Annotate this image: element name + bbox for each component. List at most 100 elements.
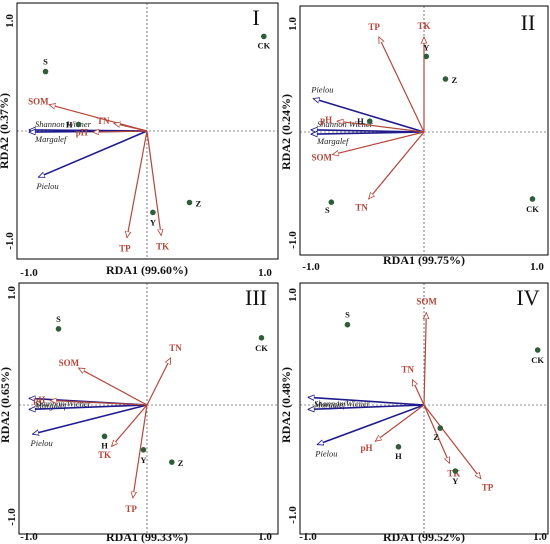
site-label: Y — [423, 42, 429, 52]
y-tick-label: 1.0 — [287, 288, 299, 302]
site-label: H — [357, 116, 364, 126]
diversity-vector-label: Margalef — [313, 399, 347, 409]
diversity-vector — [308, 404, 425, 409]
x-tick-label: 1.0 — [258, 531, 272, 543]
y-axis-title: RDA2 (0.37%) — [0, 93, 11, 169]
site-label: H — [395, 451, 402, 461]
environment-vector — [146, 130, 161, 236]
site-label: S — [43, 57, 48, 67]
diversity-vector-label: Shannon Wiener — [35, 119, 92, 129]
site-point — [366, 118, 373, 124]
panel-III: III RDA1 (99.33%) RDA2 (0.65%) -1.0 1.0 1.0 -1… — [0, 282, 279, 544]
environment-vector — [79, 367, 148, 406]
y-axis-title: RDA2 (0.24%) — [279, 94, 293, 170]
diversity-vector-label: Margalef — [316, 136, 350, 146]
environment-vector — [378, 37, 425, 133]
site-point — [529, 196, 536, 202]
site-point — [186, 199, 193, 206]
site-label: Z — [195, 199, 201, 209]
environment-vector-label: TN — [402, 365, 415, 375]
site-label: Y — [452, 476, 458, 486]
environment-vector-label: TN — [169, 343, 182, 353]
site-label: Y — [140, 455, 146, 465]
diversity-vector-label: Pielou — [314, 449, 337, 459]
environment-vector-label: SOM — [312, 152, 333, 162]
x-axis-title: RDA1 (99.33%) — [106, 530, 188, 544]
site-point — [442, 76, 449, 82]
site-point — [328, 199, 335, 205]
panel-label: I — [252, 5, 259, 30]
site-label: Z — [433, 432, 439, 442]
diversity-vector-label: Pielou — [310, 85, 333, 95]
plot-frame — [18, 282, 279, 535]
site-point — [452, 468, 459, 474]
site-label: S — [345, 310, 350, 320]
diversity-vector-label: Pielou — [35, 181, 58, 191]
environment-vector-label: TK — [156, 241, 169, 251]
site-label: H — [101, 440, 108, 450]
site-label: S — [325, 205, 330, 215]
diversity-vector-label: Shannon Wiener — [317, 119, 374, 129]
panel-II: II RDA1 (99.75%) RDA2 (0.24%) -1.0 1.0 1.0 -1.… — [279, 5, 549, 273]
y-axis-title: RDA2 (0.65%) — [0, 367, 12, 443]
environment-vector — [332, 131, 425, 155]
panel-I: I RDA1 (99.60%) RDA2 (0.37%) -1.0 1.0 1.0 -1.0… — [0, 2, 279, 279]
site-point — [395, 444, 402, 450]
environment-vector-label: TP — [119, 244, 131, 254]
site-label: CK — [531, 355, 544, 365]
site-point — [168, 459, 175, 465]
environment-vector-label: TP — [125, 504, 137, 514]
site-label: H — [66, 119, 73, 129]
environment-vector-label: TN — [355, 202, 368, 212]
site-point — [437, 425, 444, 431]
environment-vector — [424, 313, 426, 406]
environment-vector-label: pH — [33, 395, 45, 405]
site-point — [42, 68, 49, 75]
y-axis-title: RDA2 (0.48%) — [279, 367, 293, 443]
diversity-vector-label: Shannon Wiener — [35, 398, 92, 408]
panel-label: II — [521, 10, 536, 35]
environment-vector — [93, 131, 148, 132]
environment-vector-label: TN — [97, 116, 110, 126]
site-point — [258, 335, 265, 341]
site-label: Z — [178, 458, 184, 468]
x-tick-label: -1.0 — [302, 261, 320, 273]
site-point — [261, 33, 267, 40]
y-tick-label: -1.0 — [6, 508, 18, 526]
environment-vector-label: TK — [98, 450, 111, 460]
environment-vector — [369, 131, 425, 199]
site-point — [423, 53, 430, 60]
x-axis-title: RDA1 (99.52%) — [383, 530, 465, 544]
y-tick-label: -1.0 — [287, 506, 299, 524]
environment-vector — [337, 121, 425, 133]
x-tick-label: -1.0 — [20, 531, 38, 543]
diversity-vector — [29, 404, 148, 409]
environment-vector — [423, 404, 451, 463]
site-label: S — [56, 314, 61, 324]
x-tick-label: 1.0 — [533, 531, 547, 543]
site-point — [344, 321, 351, 328]
diversity-vector — [33, 404, 148, 434]
diversity-vector-label: Margalef — [34, 400, 68, 410]
site-point — [75, 121, 82, 128]
environment-vector — [375, 404, 425, 441]
environment-vector-label: pH — [320, 115, 332, 125]
x-tick-label: 1.0 — [258, 267, 272, 279]
diversity-vector-label: Pielou — [30, 438, 53, 448]
site-point — [534, 347, 541, 353]
diversity-vector-label: Shannon Wiener — [314, 398, 371, 408]
site-point — [150, 209, 156, 216]
panel-label: III — [245, 285, 267, 310]
panel-label: IV — [516, 285, 539, 310]
environment-vector — [50, 401, 148, 406]
site-point — [55, 326, 62, 332]
y-tick-label: -1.0 — [287, 231, 299, 249]
environment-vector — [411, 380, 425, 406]
environment-vector-label: SOM — [416, 297, 437, 307]
site-label: CK — [255, 343, 268, 353]
environment-vector-label: TK — [417, 21, 430, 31]
diversity-vector — [311, 132, 425, 134]
site-point — [101, 433, 108, 440]
x-tick-label: -1.0 — [299, 531, 317, 543]
environment-vector — [423, 404, 481, 479]
